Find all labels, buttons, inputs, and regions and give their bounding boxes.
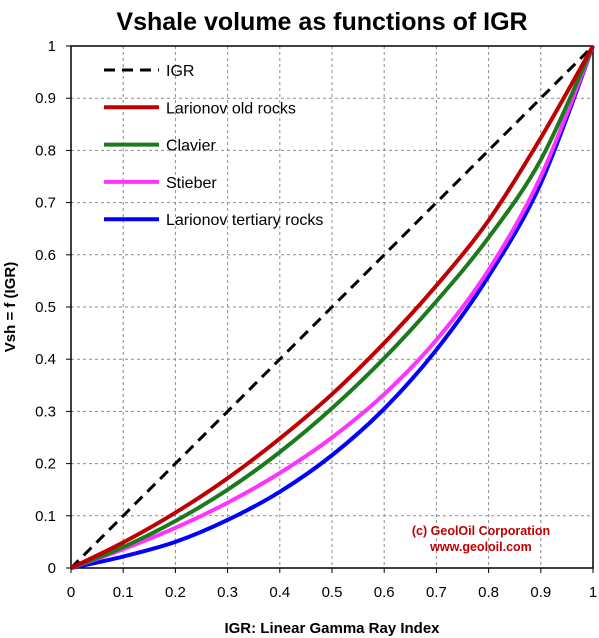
y-tick-label: 0.7	[35, 195, 56, 212]
y-tick-label: 0.2	[35, 456, 56, 473]
y-tick-label: 0.8	[35, 142, 56, 159]
y-tick-label: 0.1	[35, 508, 56, 525]
legend: IGR Larionov old rocks Clavier Stieber Lario…	[104, 63, 323, 229]
series-line-clavier	[70, 45, 595, 570]
x-tick-label: 0.9	[530, 584, 551, 601]
chart-title: Vshale volume as functions of IGR	[116, 8, 527, 36]
credit-line-2: www.geoloil.com	[429, 540, 532, 554]
x-tick-label: 0.1	[113, 584, 134, 601]
y-tick-label: 0.6	[35, 247, 56, 264]
x-tick-label: 0.4	[269, 584, 290, 601]
x-tick-label: 0.2	[165, 584, 186, 601]
y-tick-label: 0.9	[35, 90, 56, 107]
legend-label: Larionov tertiary rocks	[166, 212, 323, 229]
x-tick-label: 0.8	[478, 584, 499, 601]
series-line-stieber	[70, 45, 595, 570]
legend-label: Stieber	[166, 175, 217, 192]
x-tick-label: 0	[67, 584, 75, 601]
y-tick-label: 0.3	[35, 403, 56, 420]
x-tick-label: 1	[589, 584, 597, 601]
legend-label: Clavier	[166, 138, 216, 155]
y-tick-label: 0	[48, 560, 56, 577]
y-tick-label: 0.5	[35, 299, 56, 316]
credit-line-1: (c) GeolOil Corporation	[412, 524, 550, 538]
x-axis-title: IGR: Linear Gamma Ray Index	[224, 620, 440, 637]
series-line-larionov-tertiary-rocks	[70, 45, 595, 570]
legend-label: IGR	[166, 63, 194, 80]
x-tick-label: 0.3	[217, 584, 238, 601]
series-line-larionov-old-rocks	[70, 45, 595, 570]
y-tick-label: 0.4	[35, 351, 56, 368]
x-tick-label: 0.6	[374, 584, 395, 601]
y-axis-title: Vsh = f (IGR)	[2, 262, 19, 352]
y-axis-ticks: 0 0.1 0.2 0.3 0.4 0.5 0.6 0.7 0.8 0.9 1	[35, 38, 71, 577]
x-tick-label: 0.5	[322, 584, 343, 601]
x-axis-ticks: 0 0.1 0.2 0.3 0.4 0.5 0.6 0.7 0.8 0.9 1	[67, 568, 597, 601]
y-tick-label: 1	[48, 38, 56, 55]
x-tick-label: 0.7	[426, 584, 447, 601]
series-lines	[69, 44, 595, 570]
legend-label: Larionov old rocks	[166, 100, 296, 117]
series-line-igr	[69, 44, 595, 570]
